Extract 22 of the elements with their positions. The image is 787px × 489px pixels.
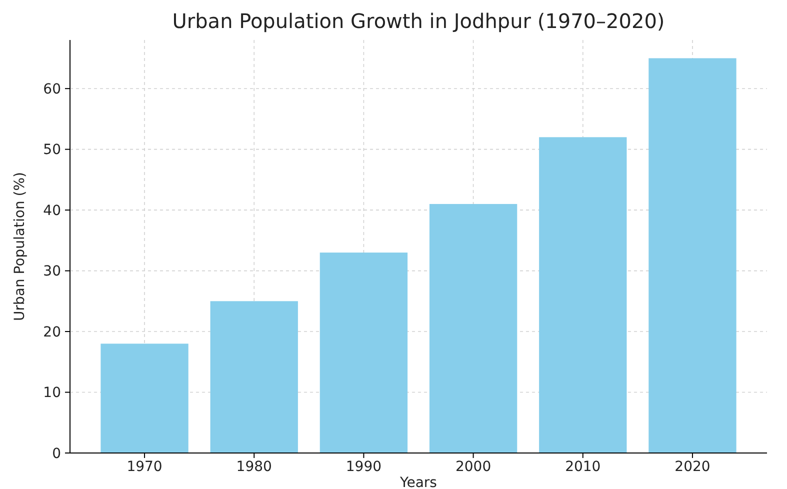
- y-tick-label: 40: [43, 202, 61, 219]
- bar: [210, 301, 298, 453]
- bar: [648, 58, 736, 453]
- bar: [320, 252, 408, 453]
- y-tick-label: 50: [43, 142, 61, 158]
- x-tick-label: 2020: [674, 459, 710, 475]
- x-tick-label: 2000: [455, 459, 492, 475]
- y-tick-label: 60: [43, 81, 61, 98]
- x-tick-label: 2010: [565, 459, 601, 475]
- chart-title: Urban Population Growth in Jodhpur (1970–2020): [172, 9, 665, 33]
- x-axis-title: Years: [399, 475, 437, 489]
- y-tick-label: 0: [52, 446, 61, 462]
- y-axis-title: Urban Population (%): [12, 172, 28, 322]
- y-tick-label: 20: [43, 324, 61, 340]
- y-tick-label: 10: [43, 385, 61, 402]
- bar: [539, 137, 627, 453]
- y-tick-label: 30: [43, 264, 61, 280]
- x-tick-label: 1980: [236, 459, 272, 475]
- bar: [100, 344, 188, 453]
- x-tick-label: 1970: [126, 459, 162, 475]
- x-tick-label: 1990: [346, 459, 382, 475]
- bar: [429, 204, 518, 453]
